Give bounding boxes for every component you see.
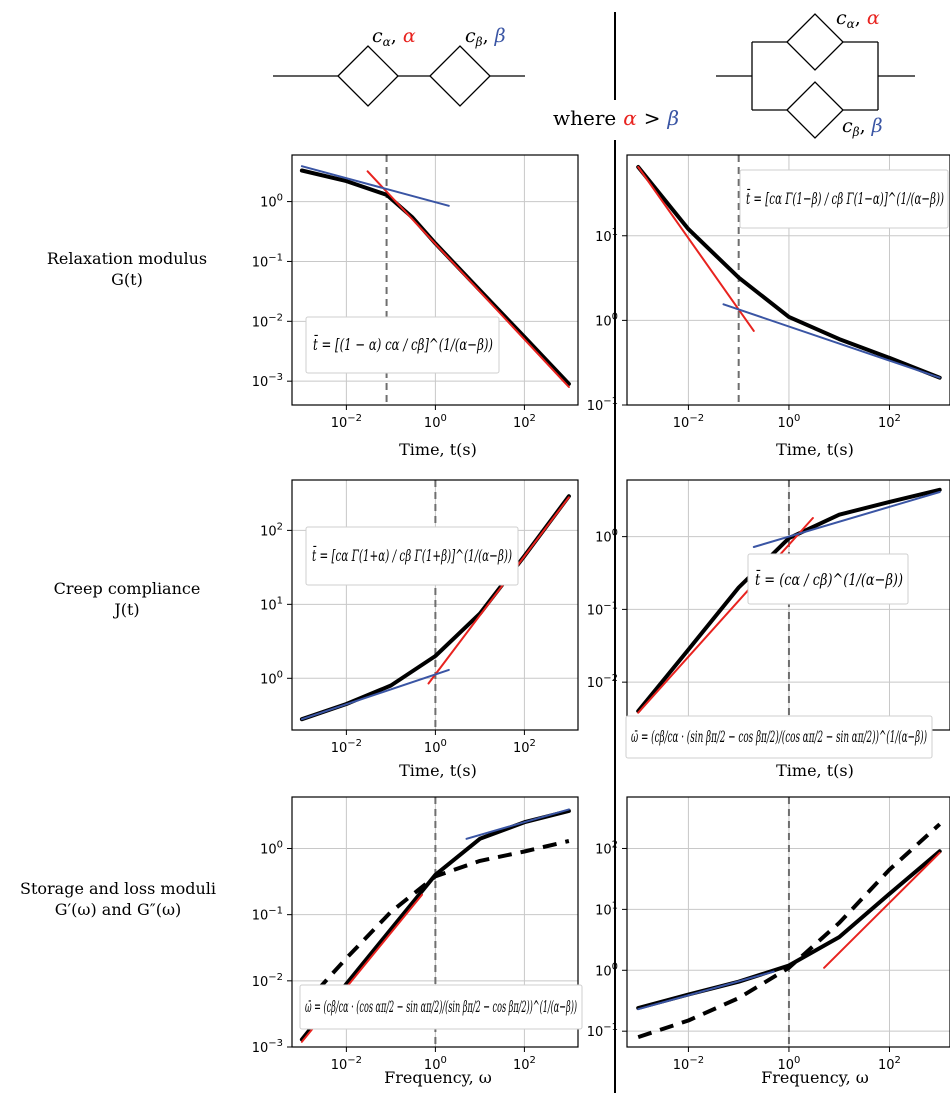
x-axis-label: Time, t(s) bbox=[776, 761, 854, 780]
series-line-2 bbox=[300, 668, 450, 721]
x-tick-label: 10−2 bbox=[673, 413, 704, 431]
row-label-storage-loss: Storage and loss moduli G′(ω) and G″(ω) bbox=[20, 879, 216, 919]
x-tick-label: 100 bbox=[777, 1055, 800, 1073]
parallel-diagram: cα, α cβ, β bbox=[716, 7, 915, 139]
series-line-3 bbox=[637, 970, 775, 1011]
relaxation-parallel-panel: 10−2 100 102 10−1 100 101 Time, t(s) bbox=[587, 154, 950, 459]
series-line-1 bbox=[427, 496, 570, 685]
series-line-2 bbox=[752, 491, 941, 548]
x-tick-label: 100 bbox=[424, 1055, 447, 1073]
y-tick-label: 10−2 bbox=[252, 312, 283, 330]
row-label-creep: Creep compliance J(t) bbox=[54, 579, 201, 619]
y-tick-label: 101 bbox=[595, 900, 618, 918]
svg-text:Storage and loss moduli: Storage and loss moduli bbox=[20, 879, 216, 898]
series-line-0 bbox=[636, 165, 942, 380]
y-tick-label: 100 bbox=[260, 669, 283, 687]
y-tick-label: 10−1 bbox=[252, 252, 283, 270]
svg-text:t̄ = [(1 − α) cα / cβ]^(1/(α−β: t̄ = [(1 − α) cα / cβ]^(1/(α−β)) bbox=[313, 333, 493, 354]
series-line-2 bbox=[722, 303, 941, 379]
y-tick-label: 101 bbox=[260, 595, 283, 613]
x-tick-label: 10−2 bbox=[331, 413, 362, 431]
moduli-parallel-panel: 10−2 100 102 10−1 100 101 102 Frequency, ω bbox=[587, 796, 950, 1087]
y-tick-label: 102 bbox=[260, 521, 283, 539]
y-tick-label: 101 bbox=[595, 227, 618, 245]
formula-p6-box: ω̄ = (cβ/cα · (sin βπ/2 − cos βπ/2)/(cos… bbox=[625, 715, 933, 759]
series-line-0 bbox=[636, 487, 942, 714]
y-tick-label: 100 bbox=[260, 193, 283, 211]
formula-p2-box: t̄ = [cα Γ(1−β) / cβ Γ(1−α)]^(1/(α−β)) bbox=[739, 169, 949, 229]
parallel-element-1-label: cα, α bbox=[836, 7, 880, 31]
y-tick-label: 10−2 bbox=[252, 972, 283, 990]
y-tick-label: 100 bbox=[595, 528, 618, 546]
x-axis-label: Time, t(s) bbox=[776, 440, 854, 459]
y-tick-label: 10−3 bbox=[252, 372, 283, 390]
series-line-3 bbox=[465, 808, 570, 840]
svg-text:t̄ = [cα Γ(1−β) / cβ Γ(1−α)]^(: t̄ = [cα Γ(1−β) / cβ Γ(1−α)]^(1/(α−β)) bbox=[746, 187, 944, 208]
x-tick-label: 10−2 bbox=[331, 1055, 362, 1073]
parallel-element-2-label: cβ, β bbox=[842, 115, 883, 139]
y-tick-label: 100 bbox=[595, 961, 618, 979]
element-1-label: cα, α bbox=[372, 25, 416, 49]
x-tick-label: 10−2 bbox=[331, 738, 362, 756]
svg-text:Creep compliance: Creep compliance bbox=[54, 579, 201, 598]
y-tick-label: 100 bbox=[595, 311, 618, 329]
svg-text:Relaxation modulus: Relaxation modulus bbox=[47, 249, 207, 268]
x-tick-label: 102 bbox=[878, 413, 901, 431]
row-label-relaxation: Relaxation modulus G(t) bbox=[47, 249, 207, 289]
x-tick-label: 100 bbox=[777, 413, 800, 431]
y-tick-label: 10−2 bbox=[587, 673, 618, 691]
x-tick-label: 102 bbox=[513, 1055, 536, 1073]
relaxation-series-panel: 10−2 100 102 10−3 10−2 10−1 100 Time, t(s) bbox=[252, 154, 579, 459]
x-axis-label: Time, t(s) bbox=[399, 440, 477, 459]
y-tick-label: 10−1 bbox=[587, 1022, 618, 1040]
y-tick-label: 10−1 bbox=[587, 600, 618, 618]
formula-p3-box: t̄ = [cα Γ(1+α) / cβ Γ(1+β)]^(1/(α−β)) bbox=[305, 526, 519, 586]
x-tick-label: 102 bbox=[513, 413, 536, 431]
dashed-series-line-1 bbox=[300, 839, 570, 1009]
svg-text:G′(ω) and G″(ω): G′(ω) and G″(ω) bbox=[55, 900, 182, 919]
series-line-1 bbox=[637, 166, 755, 332]
creep-series-panel: 10−2 100 102 100 101 102 Time, t(s) bbox=[260, 479, 579, 780]
x-axis-label: Frequency, ω bbox=[384, 1068, 492, 1087]
y-tick-label: 10−1 bbox=[252, 906, 283, 924]
formula-p5-box: ω̄ = (cβ/cα · (cos απ/2 − sin απ/2)/(sin… bbox=[299, 984, 583, 1030]
x-axis-label: Frequency, ω bbox=[761, 1068, 869, 1087]
svg-text:J(t): J(t) bbox=[112, 600, 139, 619]
series-diagram: cα, α cβ, β bbox=[273, 25, 525, 107]
svg-text:t̄ = (cα / cβ)^(1/(α−β)): t̄ = (cα / cβ)^(1/(α−β)) bbox=[755, 568, 903, 589]
y-tick-label: 102 bbox=[595, 839, 618, 857]
y-tick-label: 100 bbox=[260, 839, 283, 857]
svg-text:G(t): G(t) bbox=[111, 270, 143, 289]
where-label: where α > β bbox=[553, 106, 679, 130]
series-line-1 bbox=[637, 517, 814, 714]
svg-text:ω̄ = (cβ/cα · (sin βπ/2 − cos: ω̄ = (cβ/cα · (sin βπ/2 − cos βπ/2)/(cos… bbox=[631, 727, 927, 746]
svg-text:t̄ = [cα Γ(1+α) / cβ Γ(1+β)]^(: t̄ = [cα Γ(1+α) / cβ Γ(1+β)]^(1/(α−β)) bbox=[312, 544, 512, 565]
svg-text:ω̄ = (cβ/cα · (cos απ/2 − sin: ω̄ = (cβ/cα · (cos απ/2 − sin απ/2)/(sin… bbox=[305, 997, 577, 1016]
series-line-2 bbox=[823, 851, 941, 969]
y-tick-label: 10−3 bbox=[252, 1038, 283, 1056]
x-axis-label: Time, t(s) bbox=[399, 761, 477, 780]
x-tick-label: 102 bbox=[878, 1055, 901, 1073]
formula-p1-box: t̄ = [(1 − α) cα / cβ]^(1/(α−β)) bbox=[305, 316, 500, 374]
x-tick-label: 100 bbox=[424, 738, 447, 756]
series-line-2 bbox=[300, 165, 450, 207]
x-tick-label: 102 bbox=[513, 738, 536, 756]
x-tick-label: 100 bbox=[424, 413, 447, 431]
formula-p4-box: t̄ = (cα / cβ)^(1/(α−β)) bbox=[747, 553, 909, 605]
x-tick-label: 10−2 bbox=[673, 1055, 704, 1073]
series-line-1 bbox=[366, 170, 570, 388]
dashed-series-line-1 bbox=[637, 822, 942, 1039]
element-2-label: cβ, β bbox=[465, 25, 506, 49]
y-tick-label: 10−1 bbox=[587, 396, 618, 414]
